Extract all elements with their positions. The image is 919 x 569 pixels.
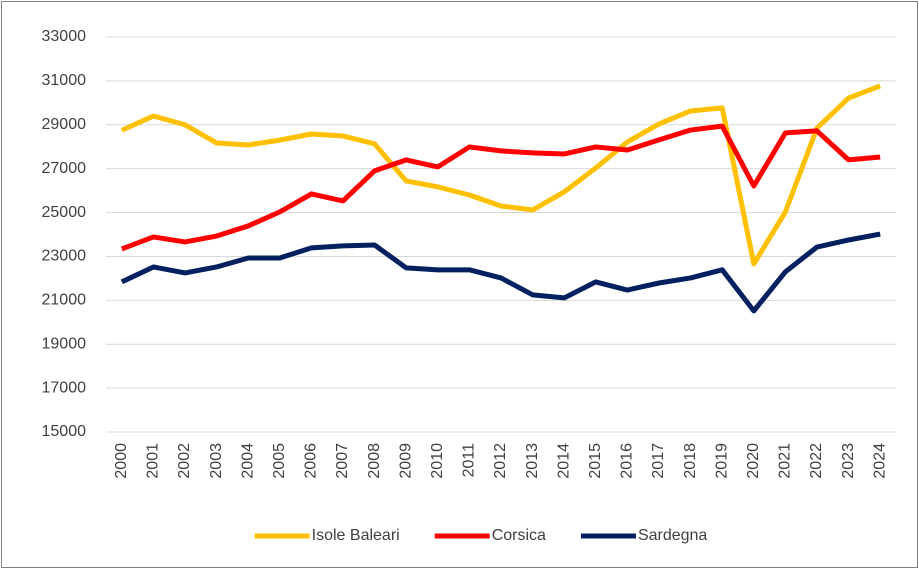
x-tick-label: 2013 [524, 443, 541, 479]
x-tick-label: 2019 [713, 443, 730, 479]
y-tick-label: 15000 [42, 423, 87, 440]
x-tick-label: 2004 [239, 443, 256, 479]
y-tick-label: 31000 [42, 72, 87, 89]
y-tick-label: 19000 [42, 335, 87, 352]
x-tick-label: 2023 [840, 443, 857, 479]
series-line [120, 83, 882, 267]
x-tick-label: 2002 [176, 443, 193, 479]
x-tick-label: 2008 [366, 443, 383, 479]
x-tick-label: 2001 [145, 443, 162, 479]
y-tick-label: 23000 [42, 248, 87, 265]
x-tick-label: 2000 [113, 443, 130, 479]
y-tick-label: 21000 [42, 292, 87, 309]
x-tick-label: 2024 [871, 443, 888, 479]
y-tick-label: 33000 [42, 28, 87, 45]
x-tick-label: 2012 [492, 443, 509, 479]
y-tick-label: 29000 [42, 116, 87, 133]
x-tick-label: 2011 [461, 443, 478, 478]
x-tick-label: 2009 [397, 443, 414, 479]
legend-label: Corsica [492, 527, 546, 544]
x-tick-label: 2021 [777, 443, 794, 479]
x-tick-label: 2014 [555, 443, 572, 479]
legend-label: Sardegna [638, 527, 707, 544]
x-tick-label: 2016 [619, 443, 636, 479]
x-tick-label: 2007 [334, 443, 351, 479]
x-tick-label: 2015 [587, 443, 604, 479]
x-tick-label: 2006 [303, 443, 320, 479]
x-tick-label: 2018 [682, 443, 699, 479]
x-tick-label: 2017 [650, 443, 667, 479]
legend-label: Isole Baleari [312, 527, 400, 544]
x-tick-label: 2022 [808, 443, 825, 479]
y-tick-label: 25000 [42, 204, 87, 221]
x-tick-label: 2020 [745, 443, 762, 479]
x-tick-label: 2003 [208, 443, 225, 479]
x-tick-label: 2005 [271, 443, 288, 479]
series-line [120, 231, 881, 314]
series-line [120, 123, 881, 252]
x-tick-label: 2010 [429, 443, 446, 479]
y-tick-label: 27000 [42, 160, 87, 177]
y-tick-label: 17000 [42, 379, 87, 396]
